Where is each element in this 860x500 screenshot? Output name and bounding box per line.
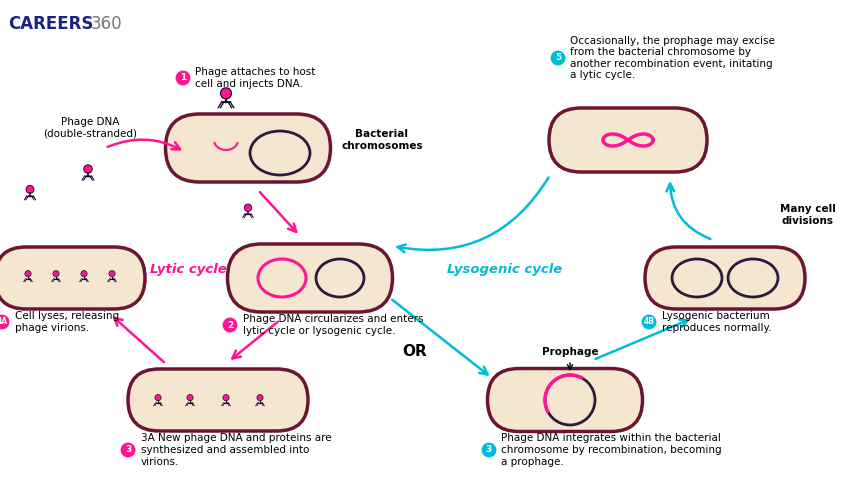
Text: CAREERS: CAREERS [8, 15, 94, 33]
FancyBboxPatch shape [128, 369, 308, 431]
Text: Lytic cycle: Lytic cycle [150, 264, 226, 276]
Text: Prophage: Prophage [542, 347, 599, 357]
Circle shape [83, 165, 92, 173]
FancyBboxPatch shape [228, 244, 392, 312]
Circle shape [175, 70, 191, 86]
Circle shape [53, 270, 59, 277]
Circle shape [25, 270, 31, 277]
Circle shape [81, 270, 87, 277]
Text: 4B: 4B [643, 318, 654, 326]
Text: Bacterial
chromosomes: Bacterial chromosomes [341, 129, 423, 151]
Text: 3A New phage DNA and proteins are
synthesized and assembled into
virions.: 3A New phage DNA and proteins are synthe… [141, 434, 332, 466]
Text: OR: OR [402, 344, 427, 360]
Text: Lysogenic bacterium
reproduces normally.: Lysogenic bacterium reproduces normally. [662, 311, 771, 333]
Circle shape [220, 88, 231, 99]
Circle shape [641, 314, 657, 330]
FancyBboxPatch shape [488, 368, 642, 432]
Text: Occasionally, the prophage may excise
from the bacterial chromosome by
another r: Occasionally, the prophage may excise fr… [570, 36, 775, 80]
Circle shape [481, 442, 497, 458]
Circle shape [223, 394, 229, 401]
Text: Phage DNA integrates within the bacterial
chromosome by recombination, becoming
: Phage DNA integrates within the bacteria… [501, 434, 722, 466]
Text: Phage DNA
(double-stranded): Phage DNA (double-stranded) [43, 117, 137, 139]
Circle shape [222, 317, 238, 333]
Circle shape [109, 270, 115, 277]
Text: 2: 2 [227, 320, 233, 330]
Text: Many cell
divisions: Many cell divisions [780, 204, 836, 226]
Text: 4A: 4A [0, 318, 8, 326]
Circle shape [0, 314, 10, 330]
Text: 3: 3 [125, 446, 131, 454]
Text: 5: 5 [555, 54, 561, 62]
Text: Phage attaches to host
cell and injects DNA.: Phage attaches to host cell and injects … [195, 67, 316, 89]
FancyBboxPatch shape [0, 247, 145, 309]
Circle shape [26, 186, 34, 194]
Text: 1: 1 [180, 74, 186, 82]
FancyBboxPatch shape [549, 108, 707, 172]
Text: Lysogenic cycle: Lysogenic cycle [447, 264, 562, 276]
Circle shape [257, 394, 263, 401]
Circle shape [550, 50, 566, 66]
Circle shape [244, 204, 252, 212]
Text: 3: 3 [486, 446, 492, 454]
FancyBboxPatch shape [165, 114, 330, 182]
FancyBboxPatch shape [645, 247, 805, 309]
Text: Phage DNA circularizes and enters
lytic cycle or lysogenic cycle.: Phage DNA circularizes and enters lytic … [243, 314, 423, 336]
Circle shape [187, 394, 194, 401]
Circle shape [545, 375, 595, 425]
Text: Cell lyses, releasing
phage virions.: Cell lyses, releasing phage virions. [15, 311, 120, 333]
Circle shape [120, 442, 136, 458]
Text: 360: 360 [91, 15, 123, 33]
Circle shape [155, 394, 161, 401]
